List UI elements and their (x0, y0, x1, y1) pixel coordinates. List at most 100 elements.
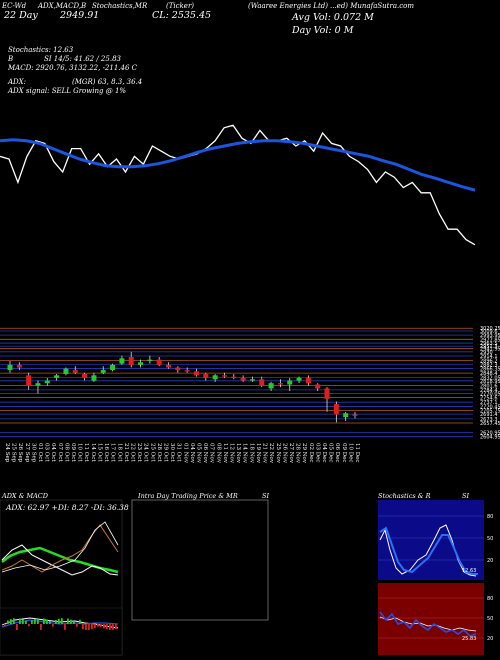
candle-body (287, 380, 293, 385)
header-day-vol: Day Vol: 0 M (292, 25, 354, 36)
candle-body (296, 377, 302, 381)
macd-histogram-bar (55, 620, 57, 624)
price-axis-labels: 3020.253009.62993.952977.852963.52951.32… (480, 326, 500, 440)
date-axis-label: 28 Oct (156, 443, 162, 462)
price-axis-label: 2657.45 (480, 421, 500, 427)
date-axis-label: 17 Oct (110, 443, 116, 462)
macd-histogram-bar (82, 624, 84, 630)
stoch-panel-title: Stochastics & R (378, 492, 431, 500)
candle-body (259, 379, 265, 386)
date-axis-label: 01 Oct (37, 443, 43, 462)
date-axis-label: 29 Oct (163, 443, 169, 462)
macd-panel (0, 607, 123, 656)
date-axis-label: 21 Nov (262, 443, 268, 464)
date-axis-label: 09 Oct (70, 443, 76, 462)
header-adx-values: (MGR) 63, 8.3, 36.4 (72, 78, 143, 86)
candle-body (16, 364, 22, 368)
rsi-last-value: 25.83 (462, 636, 476, 642)
price-axis-label: 2941.95 (480, 347, 500, 353)
macd-histogram-bar (49, 620, 51, 624)
macd-histogram-bar (112, 624, 114, 630)
macd-histogram-bar (16, 624, 18, 630)
price-axis-label: 2801.6 (480, 383, 498, 389)
macd-histogram-bar (61, 618, 63, 624)
date-axis-label: 11 Nov (222, 443, 228, 464)
date-axis-label: 03 Dec (314, 443, 320, 463)
macd-histogram-bar (19, 618, 21, 624)
date-axis-label: 19 Nov (255, 443, 261, 464)
candle-body (221, 375, 227, 377)
date-axis-labels: 24 Sep 25 Sep 26 Sep 27 Sep 30 Sep 01 Oct 03 O… (4, 443, 360, 464)
header-si: SI 14/5: 41.62 / 25.83 (44, 55, 121, 63)
candle-body (277, 383, 283, 385)
candle-body (352, 414, 358, 416)
macd-histogram-bar (91, 624, 93, 630)
date-axis-label: 16 Oct (103, 443, 109, 462)
header-price: 2949.91 (60, 10, 100, 21)
macd-histogram-bar (46, 619, 48, 624)
macd-histogram-bar (79, 619, 81, 624)
header-close: CL: 2535.45 (152, 10, 212, 21)
candle-body (156, 359, 162, 365)
price-axis-label: 2832.05 (480, 375, 500, 381)
date-axis-label: 25 Nov (275, 443, 281, 464)
date-axis-label: 15 Oct (97, 443, 103, 462)
candle-body (63, 368, 69, 375)
header-adx-signal: ADX signal: SELL Growing @ 1% (8, 87, 127, 95)
stoch-tick-label: 50 (487, 536, 493, 542)
price-axis-label: 2754.6 (480, 396, 498, 402)
candle-body (231, 376, 237, 378)
macd-histogram-bar (43, 618, 45, 624)
date-axis-label: 29 Nov (301, 443, 307, 464)
header-adx: ADX: (8, 78, 27, 86)
price-axis-label: 2818.95 (480, 379, 500, 385)
macd-histogram-bar (40, 624, 42, 630)
header-line1-mid: ADX,MACD,B (38, 2, 87, 10)
date-axis-label: 02 Dec (308, 443, 314, 463)
macd-histogram-bar (67, 618, 69, 624)
date-axis-label: 24 Oct (143, 443, 149, 462)
macd-histogram-bar (115, 624, 117, 630)
macd-histogram-bar (34, 618, 36, 624)
macd-histogram-bar (10, 619, 12, 624)
header-macd: MACD: 2920.76, 3132.22, -211.46 C (8, 64, 138, 72)
stoch-k-line (379, 524, 477, 577)
rsi-line (379, 611, 477, 637)
candle-body (184, 370, 190, 372)
price-axis-label: 2963.5 (480, 341, 498, 347)
price-line (0, 124, 476, 246)
intraday-panel (131, 499, 269, 621)
header-line1-company: (Waaree Energies Ltd) (248, 2, 328, 10)
date-axis-label: 04 Oct (50, 443, 56, 462)
header-line1-stoch: Stochastics,MR (92, 2, 148, 10)
candle-body (175, 367, 181, 371)
macd-histogram-bar (100, 624, 102, 627)
intraday-panel-si: SI (262, 492, 270, 500)
date-axis-label: 25 Sep (11, 443, 17, 463)
macd-histogram-bar (22, 619, 24, 624)
candle-body (82, 374, 88, 378)
price-axis-label: 2993.95 (480, 333, 500, 339)
date-axis-label: 14 Nov (242, 443, 248, 464)
price-axis-label: 3020.25 (480, 326, 500, 332)
candle-body (193, 371, 199, 376)
minus-di-line (1, 524, 119, 573)
stoch-panel-si: SI (462, 492, 470, 500)
date-axis-label: 26 Nov (281, 443, 287, 464)
date-axis-label: 28 Nov (295, 443, 301, 464)
date-axis-label: 10 Dec (347, 443, 353, 463)
macd-histogram-bar (103, 624, 105, 629)
date-axis-label: 04 Dec (321, 443, 327, 463)
price-axis-label: 2882.3 (480, 362, 498, 368)
header-line1-ticker: (Ticker) (166, 2, 195, 10)
date-axis-label: 31 Oct (176, 443, 182, 462)
candle-body (7, 364, 13, 371)
date-axis-label: 30 Oct (169, 443, 175, 462)
macd-histogram-bar (94, 624, 96, 629)
candle-body (240, 377, 246, 381)
date-axis-label: 01 Nov (182, 443, 188, 464)
date-axis-label: 08 Nov (215, 443, 221, 464)
intraday-panel-title: Intra Day Trading Price & MR (138, 492, 238, 500)
price-axis-label: 2866.35 (480, 366, 500, 372)
